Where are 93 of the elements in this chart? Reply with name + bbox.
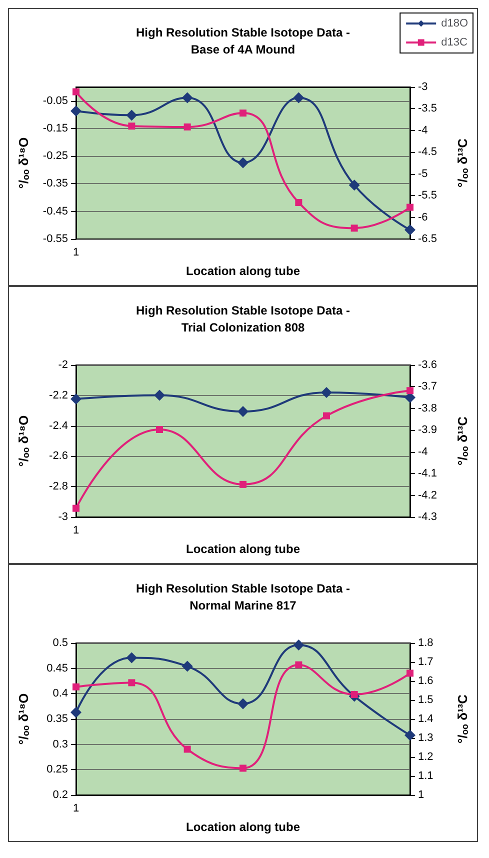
chart-title: High Resolution Stable Isotope Data - Trial Colonization 808 [136, 304, 350, 334]
y-tick-label: -2.4 [49, 420, 68, 432]
y2-tick-label: 1.8 [418, 637, 434, 649]
y2-tick-label: -4 [418, 124, 428, 136]
y2-tick-label: -4.3 [418, 511, 437, 523]
x-axis-title: Location along tube [186, 542, 300, 556]
y-tick-label: 0.4 [52, 688, 68, 700]
y-axis-title: °/ₒₒ δ¹⁸O [16, 137, 31, 189]
y2-tick-label: -6 [418, 211, 428, 224]
point [293, 640, 304, 651]
y2-tick-label: 1.4 [418, 713, 434, 725]
point [72, 88, 80, 96]
y2-tick-label: -4 [418, 446, 428, 458]
point [240, 110, 246, 117]
point [154, 390, 165, 401]
point [70, 394, 82, 405]
point [156, 426, 163, 433]
y2-tick-label: 1.5 [418, 694, 434, 706]
y2-tick-label: -3.6 [418, 359, 437, 371]
point [404, 224, 416, 236]
y2-tick-label: 1.6 [418, 675, 434, 687]
point [72, 504, 80, 512]
y-tick-label: -0.15 [42, 122, 68, 134]
x-axis-title: Location along tube [186, 264, 300, 278]
y2-tick-label: -3.5 [418, 102, 437, 115]
point [240, 480, 246, 488]
y2-tick-label: 1.2 [418, 751, 434, 763]
point [182, 660, 193, 672]
point [348, 180, 360, 191]
point [126, 110, 138, 121]
point [295, 661, 302, 668]
y2-tick-label: 1.7 [418, 656, 434, 668]
point [238, 698, 248, 710]
point [406, 204, 414, 211]
y-tick-label: 0.35 [46, 713, 68, 725]
y-tick-label: -2.2 [49, 389, 68, 402]
y-tick-label: -0.45 [42, 205, 68, 218]
legend-label: d18O [441, 18, 468, 30]
point [126, 652, 138, 664]
point [70, 706, 82, 718]
y2-tick-label: -5 [418, 168, 428, 180]
y2-tick-label: -3.9 [418, 424, 437, 436]
point [128, 679, 136, 686]
point [295, 199, 302, 206]
y-tick-label: -2 [58, 359, 68, 371]
y-tick-label: -0.35 [42, 178, 68, 190]
y-axis-title: °/ₒₒ δ¹⁸O [16, 693, 31, 745]
y2-tick-label: -5.5 [418, 190, 437, 202]
y-tick-label: 0.5 [52, 637, 68, 649]
y-axis-title: °/ₒₒ δ¹⁸O [16, 415, 31, 467]
point [404, 730, 416, 741]
point [406, 670, 414, 677]
y2-axis-title: °/ₒₒ δ¹³C [455, 416, 470, 466]
point [72, 683, 80, 690]
chart-title: High Resolution Stable Isotope Data - Base of 4A Mound [136, 26, 350, 56]
y2-tick-label: 1 [418, 789, 424, 801]
point [238, 406, 248, 418]
point [350, 224, 358, 232]
y-tick-label: 0.25 [46, 764, 68, 776]
y2-tick-label: -3.8 [418, 402, 437, 414]
chart-title: High Resolution Stable Isotope Data - Normal Marine 817 [136, 582, 350, 612]
point [293, 92, 304, 104]
point [321, 387, 332, 398]
x-axis-title: Location along tube [186, 820, 300, 834]
y2-tick-label: 1.3 [418, 732, 434, 744]
point [184, 123, 191, 130]
y-tick-label: -2.6 [49, 450, 68, 462]
point [323, 412, 330, 420]
y-tick-label: -3 [58, 511, 68, 523]
y2-tick-label: -4.5 [418, 146, 437, 158]
y2-axis-title: °/ₒₒ δ¹³C [455, 694, 470, 744]
y2-tick-label: -3 [418, 81, 428, 93]
point [70, 106, 82, 117]
point [182, 92, 193, 104]
y-tick-label: 0.2 [52, 789, 68, 801]
y-tick-label: 0.3 [52, 738, 68, 750]
y-tick-label: -0.05 [42, 94, 68, 107]
point [238, 157, 248, 168]
y-tick-label: -0.55 [42, 233, 68, 245]
y2-tick-label: -4.1 [418, 468, 437, 480]
point [184, 746, 191, 753]
y2-tick-label: -4.2 [418, 489, 437, 502]
y2-tick-label: -6.5 [418, 233, 437, 245]
y2-tick-label: -3.7 [418, 380, 437, 393]
y-tick-label: 0.45 [46, 662, 68, 674]
point [240, 764, 246, 772]
y2-tick-label: 1.1 [418, 770, 434, 782]
point [128, 122, 136, 130]
y2-axis-title: °/ₒₒ δ¹³C [455, 138, 470, 188]
legend-label: d13C [441, 36, 468, 48]
y-tick-label: -2.8 [49, 480, 68, 493]
point [406, 387, 414, 394]
y-tick-label: -0.25 [42, 150, 68, 162]
